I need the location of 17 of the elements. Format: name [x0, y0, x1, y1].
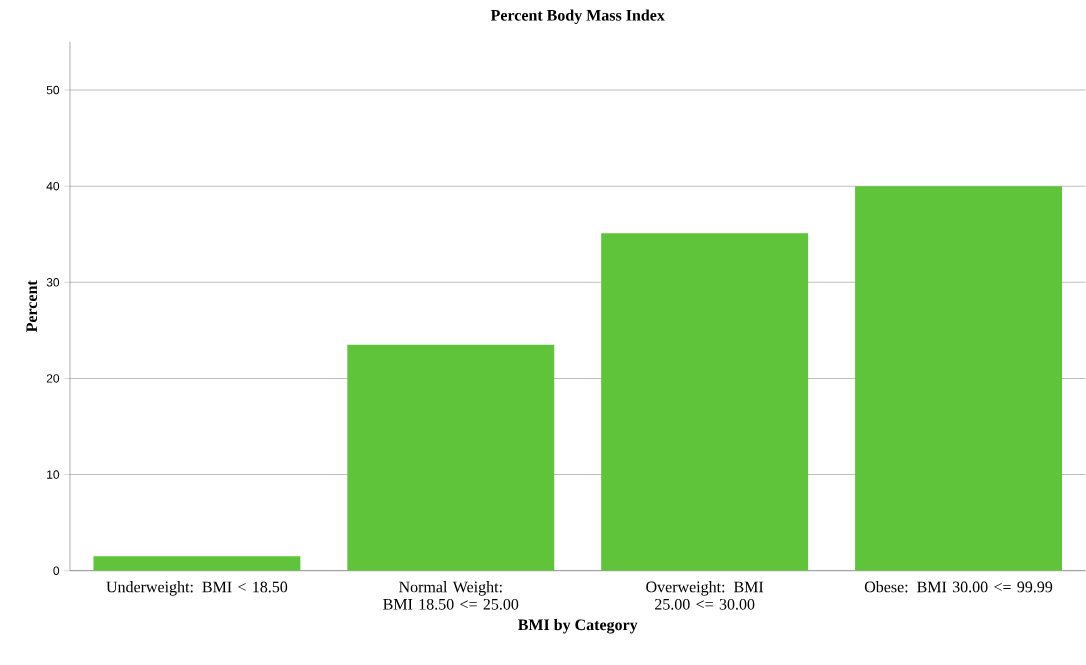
- chart-title: Percent Body Mass Index: [490, 9, 665, 25]
- bar: [601, 233, 809, 571]
- bar: [93, 556, 301, 571]
- y-tick-label: 0: [53, 566, 60, 576]
- y-tick-label: 20: [46, 374, 60, 383]
- y-tick-label: 50: [46, 85, 60, 95]
- y-axis-title: Percent: [26, 280, 38, 333]
- y-tick-label: 10: [47, 470, 60, 479]
- x-axis-title: BMI by Category: [518, 619, 638, 634]
- x-tick-label: Overweight: BMI 25.00 <= 30.00: [646, 581, 764, 610]
- y-tick-label: 30: [46, 278, 60, 287]
- x-tick-label: Obese: BMI 30.00 <= 99.99: [864, 581, 1053, 593]
- y-tick-label: 40: [46, 182, 60, 191]
- bar: [855, 186, 1062, 571]
- bar: [347, 344, 555, 571]
- x-tick-label: Underweight: BMI < 18.50: [106, 581, 288, 596]
- x-tick-label: Normal Weight: BMI 18.50 <= 25.00: [383, 581, 519, 610]
